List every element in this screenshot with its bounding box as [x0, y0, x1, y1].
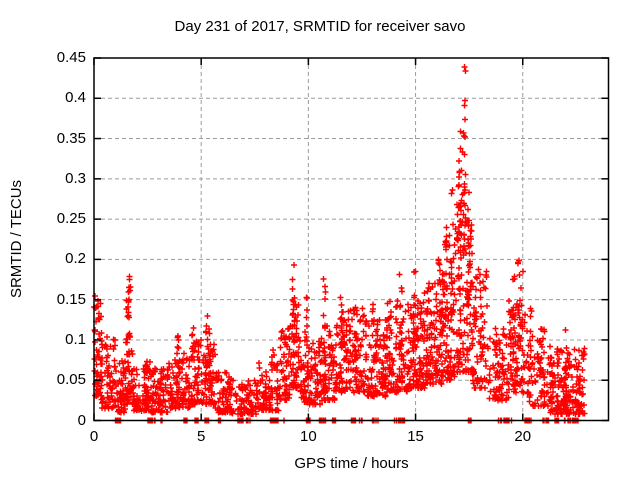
y-tick-label: 0.15: [56, 290, 86, 308]
x-tick-label: 5: [197, 427, 206, 445]
x-tick-label: 10: [300, 427, 317, 445]
x-tick-label: 0: [89, 427, 99, 445]
y-tick-label: 0.4: [65, 89, 86, 107]
y-tick-label: 0.2: [65, 250, 86, 268]
y-tick-label: 0.45: [56, 49, 86, 66]
y-tick-label: 0.35: [56, 129, 86, 147]
y-tick-label: 0.1: [65, 330, 86, 348]
y-tick-label: 0: [77, 411, 86, 429]
chart-title: Day 231 of 2017, SRMTID for receiver sav…: [174, 18, 466, 35]
x-axis-label: GPS time / hours: [294, 455, 409, 472]
y-tick-label: 0.25: [56, 210, 86, 228]
x-tick-label: 15: [407, 427, 424, 445]
y-tick-label: 0.05: [56, 371, 86, 389]
scatter-points: [91, 64, 588, 424]
y-tick-label: 0.3: [65, 169, 86, 187]
x-tick-label: 20: [514, 427, 532, 445]
